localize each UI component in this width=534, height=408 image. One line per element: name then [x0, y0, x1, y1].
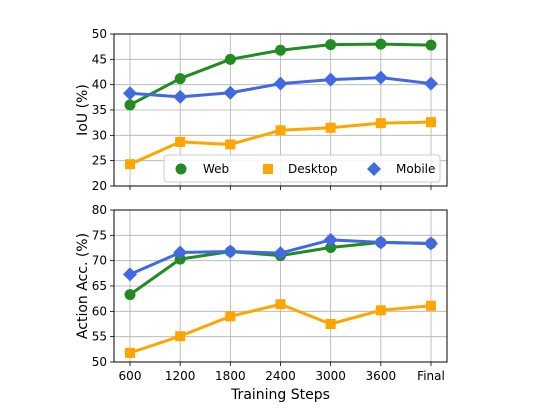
y-tick-label: 75 — [92, 228, 107, 242]
series-desktop — [125, 299, 436, 358]
data-point-desktop — [275, 125, 286, 136]
iou-panel: 20 25 30 35 40 45 50 IoU (%) Web Desktop Mobile — [75, 27, 448, 193]
series-web — [124, 38, 437, 111]
data-point-desktop — [225, 311, 236, 322]
legend-label-web: Web — [203, 162, 229, 176]
y-tick-label: 30 — [92, 128, 107, 142]
data-point-desktop — [426, 117, 436, 128]
data-point-desktop — [325, 319, 336, 329]
data-point-web — [174, 73, 186, 85]
data-point-mobile — [424, 76, 438, 91]
data-point-mobile — [123, 267, 137, 282]
data-point-desktop — [275, 299, 286, 310]
legend-label-desktop: Desktop — [288, 162, 338, 176]
data-point-desktop — [375, 118, 386, 129]
data-point-mobile — [173, 245, 188, 260]
data-point-web — [124, 99, 136, 111]
data-point-mobile — [424, 236, 438, 251]
series-mobile — [123, 70, 438, 104]
data-point-mobile — [123, 86, 137, 101]
legend-marker-desktop — [263, 164, 273, 174]
data-point-desktop — [175, 136, 186, 147]
y-tick-label: 20 — [92, 179, 107, 193]
data-point-web — [124, 289, 136, 301]
x-tick-label: 600 — [119, 369, 142, 383]
y-tick-label: 65 — [92, 279, 107, 293]
data-point-web — [325, 39, 337, 51]
y-tick-label: 45 — [92, 52, 107, 66]
data-point-desktop — [426, 300, 436, 311]
y-axis-label: Action Acc. (%) — [75, 233, 91, 339]
x-axis-label: Training Steps — [230, 387, 330, 403]
plot-frame — [113, 33, 448, 187]
y-tick-label: 50 — [92, 355, 107, 369]
data-point-desktop — [175, 331, 186, 342]
data-point-desktop — [125, 159, 135, 170]
x-tick-label: 1200 — [165, 369, 196, 383]
y-tick-label: 70 — [92, 254, 107, 268]
legend-marker-web — [175, 163, 187, 175]
data-point-web — [375, 38, 387, 50]
plot-frame — [113, 209, 448, 363]
data-point-mobile — [273, 246, 288, 261]
data-point-desktop — [125, 347, 135, 358]
data-point-mobile — [323, 72, 338, 87]
data-point-desktop — [375, 305, 386, 316]
y-tick-label: 40 — [92, 78, 107, 92]
data-point-mobile — [273, 76, 288, 91]
y-tick-label: 50 — [92, 27, 107, 41]
legend-marker-mobile — [367, 162, 381, 176]
y-tick-label: 60 — [92, 304, 107, 318]
legend-box — [163, 154, 441, 183]
data-point-web — [224, 53, 236, 65]
data-point-desktop — [225, 139, 236, 150]
data-point-web — [325, 241, 337, 253]
x-tick-label: Final — [417, 369, 445, 383]
x-tick-label: 1800 — [215, 369, 246, 383]
data-point-mobile — [223, 244, 238, 259]
x-tick-label: 3000 — [315, 369, 346, 383]
data-point-desktop — [325, 122, 336, 133]
series-mobile — [123, 232, 438, 282]
x-tick-label: 2400 — [265, 369, 296, 383]
series-desktop — [125, 117, 436, 170]
legend-label-mobile: Mobile — [396, 162, 435, 176]
y-axis-label: IoU (%) — [75, 84, 91, 136]
data-point-web — [275, 44, 286, 56]
x-tick-label: 3600 — [366, 369, 397, 383]
action-acc-panel: 50 55 60 65 70 75 80 600 1200 1800 2400 3000 3600 Fin… — [75, 203, 448, 403]
data-point-mobile — [223, 85, 238, 100]
y-tick-label: 80 — [92, 203, 107, 217]
data-point-mobile — [373, 70, 388, 85]
data-point-web — [425, 39, 437, 51]
data-point-mobile — [173, 89, 188, 104]
y-tick-label: 35 — [92, 103, 107, 117]
y-tick-label: 55 — [92, 330, 107, 344]
y-tick-label: 25 — [92, 154, 107, 168]
legend: Web Desktop Mobile — [163, 154, 441, 183]
data-point-mobile — [373, 235, 388, 250]
data-point-mobile — [323, 232, 338, 247]
